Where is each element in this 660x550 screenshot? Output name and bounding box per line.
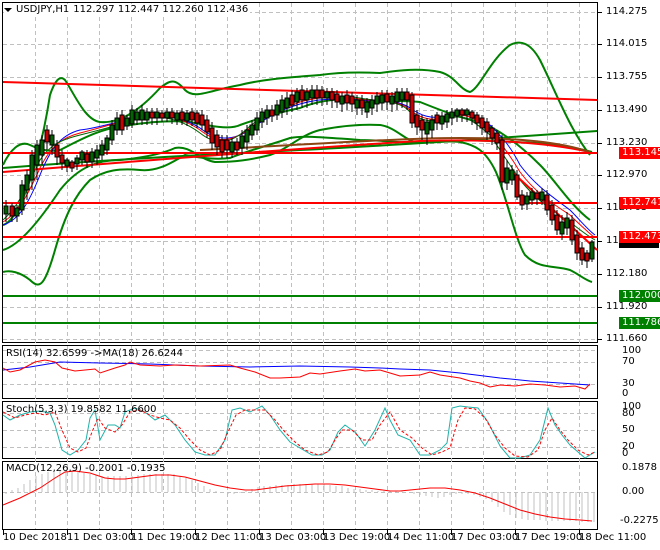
chart-header: USDJPY,H1 112.297 112.447 112.260 112.43… bbox=[4, 4, 251, 16]
time-tick: 17 Dec 03:00 bbox=[451, 532, 519, 543]
rsi-panel-frame bbox=[2, 345, 598, 399]
price-tick: 114.015 bbox=[606, 38, 648, 49]
time-tick: 18 Dec 11:00 bbox=[579, 532, 647, 543]
current-price-marker bbox=[619, 243, 659, 248]
triangle-down-icon[interactable] bbox=[4, 8, 12, 12]
horizontal-levels bbox=[3, 152, 597, 324]
price-tag-112473: 112.473 bbox=[619, 231, 660, 243]
rsi-title: RSI(14) 32.6599 ->MA(18) 26.6244 bbox=[6, 348, 183, 359]
rsi-lines bbox=[2, 359, 591, 390]
macd-tick: 0.1878 bbox=[622, 462, 657, 473]
price-tick: 111.920 bbox=[606, 301, 648, 312]
ohlc-values: 112.297 112.447 112.260 112.436 bbox=[73, 4, 249, 15]
time-tick: 17 Dec 19:00 bbox=[515, 532, 583, 543]
price-tick: 113.230 bbox=[606, 137, 648, 148]
brown-ma bbox=[199, 136, 591, 153]
macd-histogram bbox=[5, 470, 595, 522]
price-tag-111786: 111.786 bbox=[619, 317, 660, 329]
candles bbox=[3, 85, 595, 268]
macd-title: MACD(12,26,9) -0.2001 -0.1935 bbox=[6, 463, 166, 474]
time-tick: 13 Dec 03:00 bbox=[259, 532, 327, 543]
price-tick: 112.180 bbox=[606, 268, 648, 279]
stoch-tick: 50 bbox=[622, 424, 635, 435]
time-tick: 11 Dec 03:00 bbox=[67, 532, 135, 543]
time-tick: 13 Dec 19:00 bbox=[323, 532, 391, 543]
main-panel-frame bbox=[2, 2, 598, 343]
time-tick: 11 Dec 19:00 bbox=[131, 532, 199, 543]
time-tick: 14 Dec 11:00 bbox=[387, 532, 455, 543]
macd-panel-frame bbox=[2, 461, 598, 530]
price-tag-113145: 113.145 bbox=[619, 147, 660, 159]
arc-trendline bbox=[2, 139, 591, 173]
price-tick: 112.970 bbox=[606, 169, 648, 180]
time-tick: 12 Dec 11:00 bbox=[195, 532, 263, 543]
price-tick: 111.660 bbox=[606, 333, 648, 344]
rsi-tick: 0 bbox=[622, 388, 629, 399]
price-tag-112741: 112.741 bbox=[619, 197, 660, 209]
stoch-tick: 20 bbox=[622, 441, 635, 452]
price-tick: 113.490 bbox=[606, 104, 648, 115]
price-tick: 114.275 bbox=[606, 6, 648, 17]
stoch-tick: 80 bbox=[622, 408, 635, 419]
rsi-tick: 70 bbox=[622, 356, 635, 367]
symbol-label: USDJPY,H1 bbox=[16, 4, 70, 15]
macd-tick: -0.2275 bbox=[620, 515, 659, 526]
stoch-title: Stoch(5,3,3) 19.8582 11.6600 bbox=[6, 404, 157, 415]
price-tag-112000: 112.000 bbox=[619, 290, 660, 302]
stoch-panel-frame bbox=[2, 401, 598, 459]
stoch-tick: 100 bbox=[622, 401, 642, 412]
price-tick: 113.755 bbox=[606, 71, 648, 82]
vertical-grid bbox=[35, 3, 580, 529]
stoch-lines bbox=[2, 405, 596, 459]
rsi-tick: 100 bbox=[622, 345, 642, 356]
time-tick: 10 Dec 2018 bbox=[3, 532, 67, 543]
stoch-tick: 0 bbox=[622, 448, 629, 459]
rsi-tick: 30 bbox=[622, 378, 635, 389]
macd-signal-line bbox=[2, 470, 593, 522]
macd-tick: 0.00 bbox=[622, 486, 645, 497]
